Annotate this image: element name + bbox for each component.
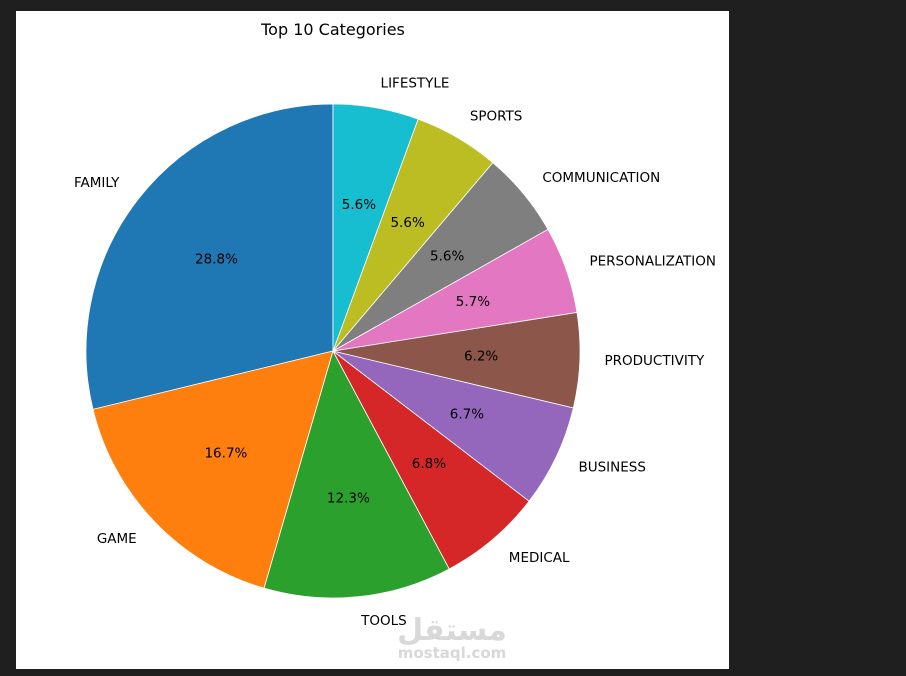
pie-chart: Top 10 Categories FAMILY GAME TOOLS MEDICAL… [74,20,716,662]
percent-label-family: 28.8% [195,251,238,267]
percent-label-tools: 12.3% [327,490,370,506]
pie-percent-labels: 28.8% 16.7% 12.3% 6.8% 6.7% 6.2% 5.7% 5.6% 5.6% 5… [195,197,498,506]
percent-label-business: 6.7% [450,407,484,423]
category-label-sports: SPORTS [470,108,523,124]
category-label-family: FAMILY [74,175,120,191]
watermark: مستقل mostaql.com [397,613,507,662]
pie-slice-tools [263,349,450,599]
percent-label-game: 16.7% [204,445,247,461]
pie-category-labels: FAMILY GAME TOOLS MEDICAL BUSINESS PRODUCTIVI… [74,75,716,629]
pie-slice-game [92,350,334,589]
pie-slice-medical [332,350,530,570]
percent-label-lifestyle: 5.6% [342,197,376,213]
percent-label-communication: 5.6% [430,249,464,265]
pie-slice-family [85,103,334,410]
top-border-strip [0,0,906,10]
pie-slice-lifestyle [332,103,419,352]
category-label-business: BUSINESS [578,459,645,475]
percent-label-medical: 6.8% [412,456,446,472]
watermark-latin: mostaql.com [398,644,507,662]
category-label-game: GAME [97,531,137,547]
chart-title: Top 10 Categories [260,20,405,39]
category-label-tools: TOOLS [360,613,407,629]
percent-label-sports: 5.6% [390,215,424,231]
category-label-lifestyle: LIFESTYLE [381,75,450,91]
pie-slices [85,103,581,599]
category-label-communication: COMMUNICATION [542,170,660,186]
percent-label-productivity: 6.2% [464,349,498,365]
category-label-medical: MEDICAL [509,550,570,566]
category-label-productivity: PRODUCTIVITY [605,353,706,369]
percent-label-personalization: 5.7% [456,294,490,310]
category-label-personalization: PERSONALIZATION [589,253,715,269]
watermark-arabic: مستقل [397,613,507,648]
chart-figure: Top 10 Categories FAMILY GAME TOOLS MEDICAL… [16,11,729,669]
